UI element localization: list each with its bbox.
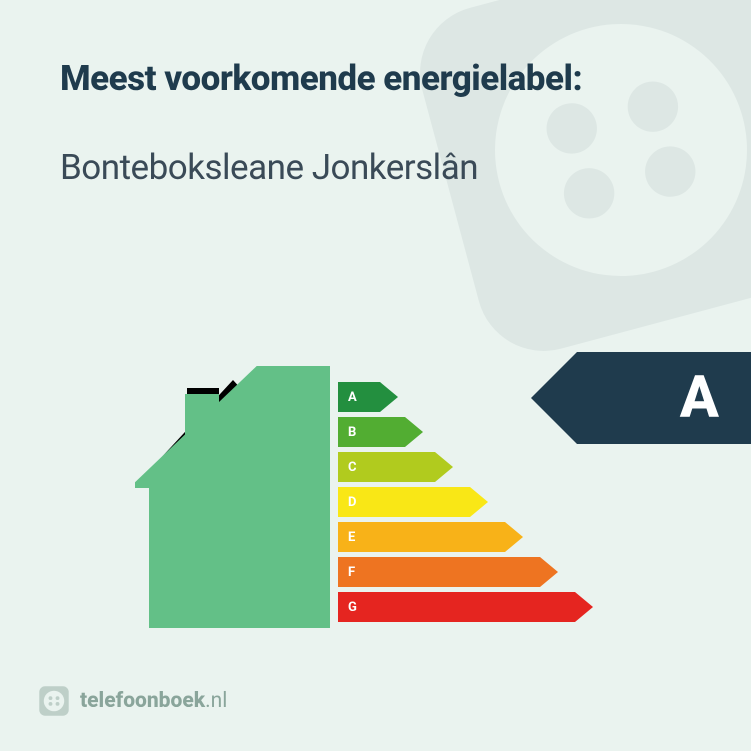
result-badge: A <box>531 352 751 444</box>
energy-bar-d: D <box>338 487 593 517</box>
energy-bar-e: E <box>338 522 593 552</box>
energy-bar-g: G <box>338 592 593 622</box>
brand-icon <box>38 685 70 717</box>
bar-label: G <box>348 592 357 622</box>
header: Meest voorkomende energielabel: Bontebok… <box>0 0 751 188</box>
bar-label: F <box>348 557 355 587</box>
bar-label: B <box>348 417 356 447</box>
bar-label: C <box>348 452 357 482</box>
energy-bar-c: C <box>338 452 593 482</box>
footer: telefoonboek .nl <box>38 685 227 717</box>
house-silhouette-icon <box>135 366 330 628</box>
brand-tld: .nl <box>205 689 227 713</box>
energy-bar-f: F <box>338 557 593 587</box>
bar-label: E <box>348 522 355 552</box>
brand-text: telefoonboek .nl <box>80 689 227 713</box>
result-letter: A <box>680 352 719 444</box>
page-title: Meest voorkomende energielabel: <box>60 58 691 99</box>
location-name: Bonteboksleane Jonkerslân <box>60 147 691 188</box>
bar-label: A <box>348 382 357 412</box>
brand-name: telefoonboek <box>80 689 205 713</box>
bar-label: D <box>348 487 356 517</box>
